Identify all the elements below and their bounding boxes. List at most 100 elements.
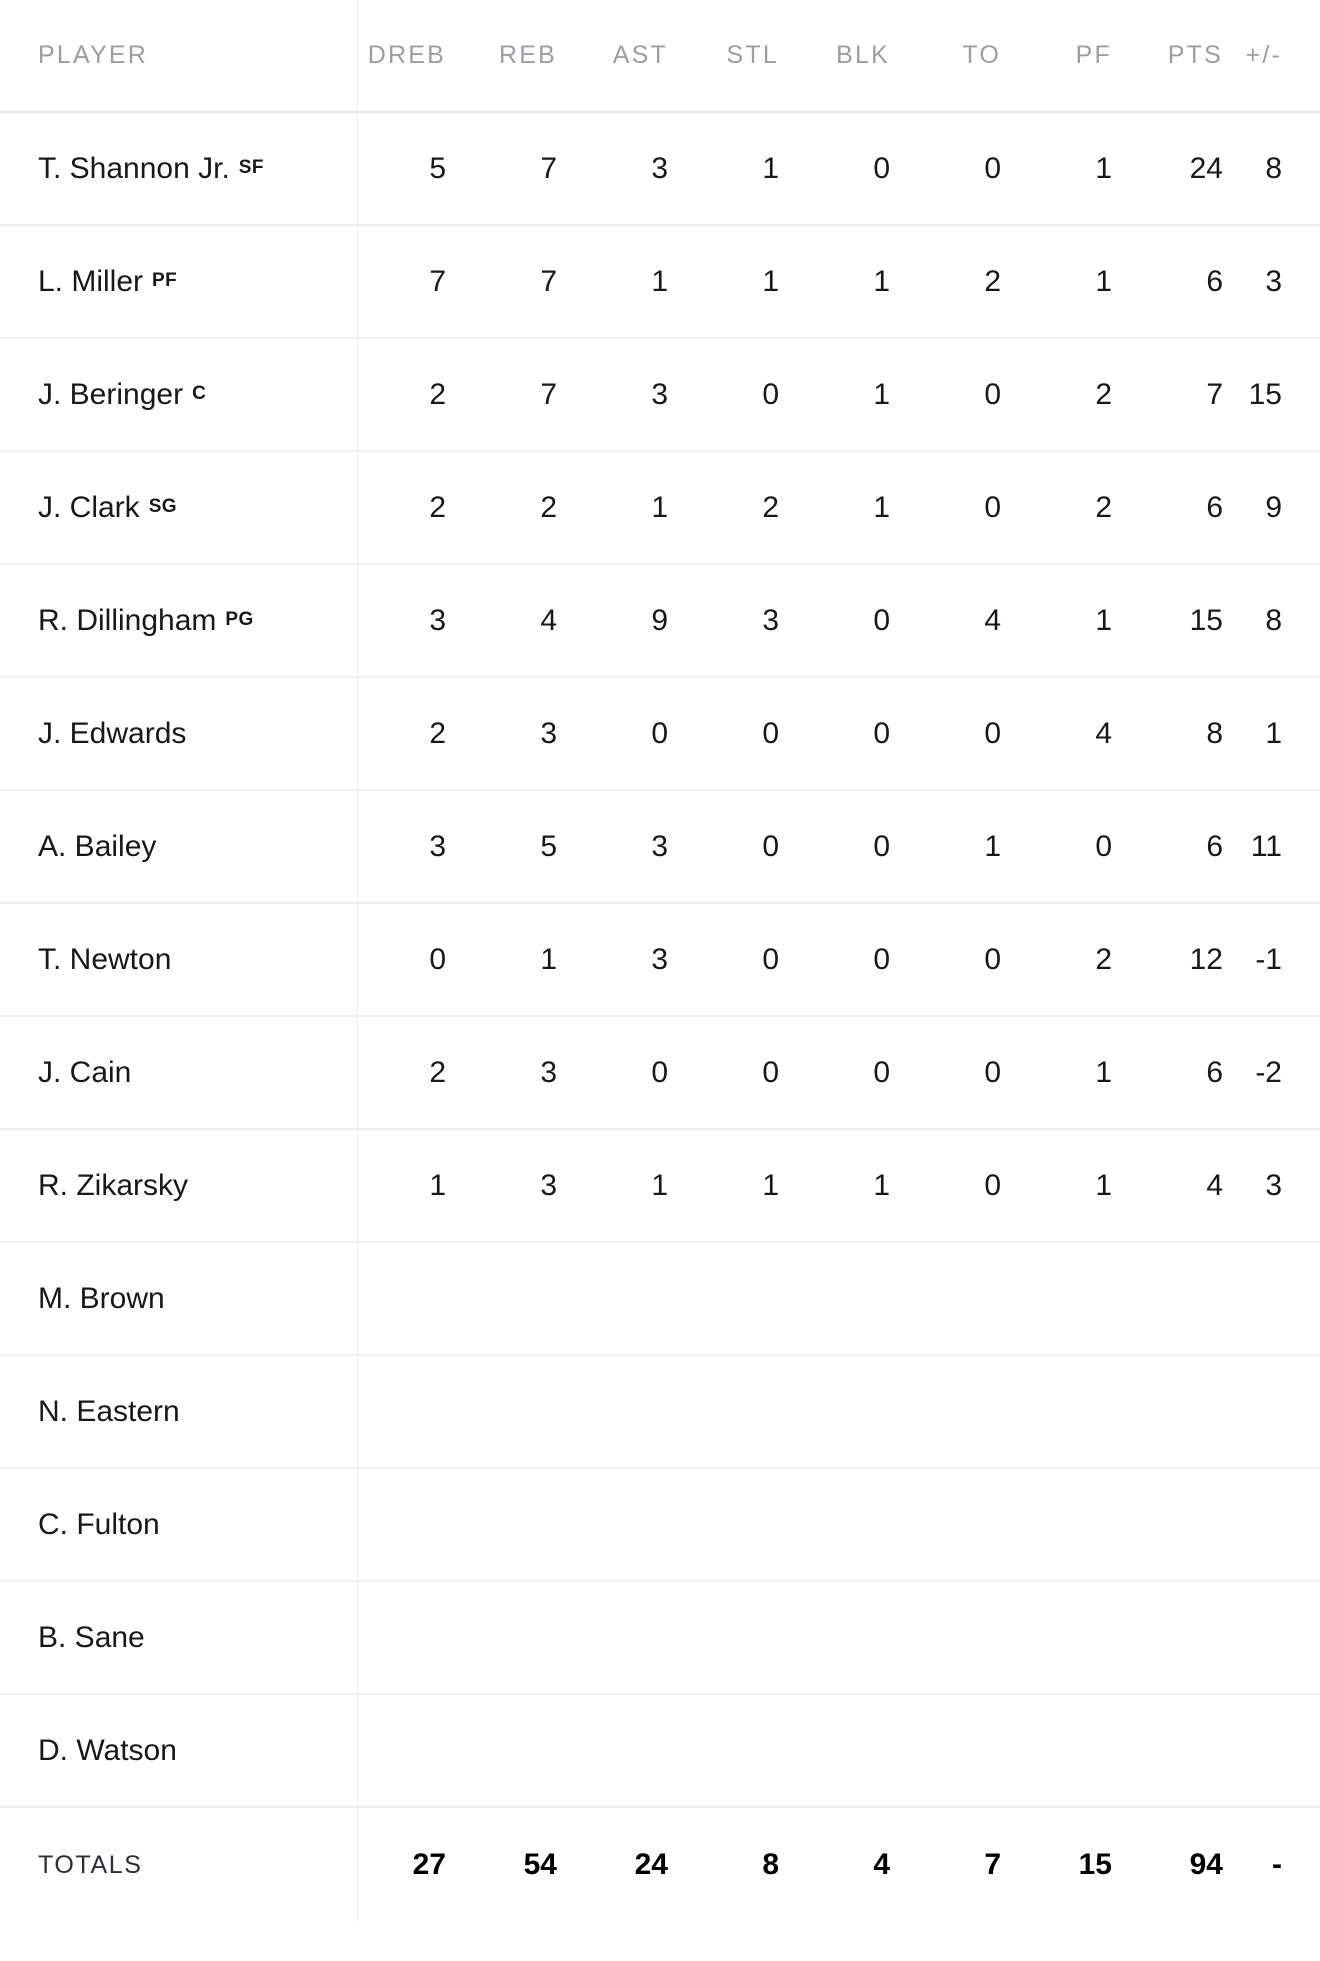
stat-pts-cell bbox=[1134, 1355, 1245, 1469]
stat-stl-cell: 0 bbox=[690, 903, 801, 1017]
stat-plusminus-cell bbox=[1245, 1468, 1320, 1582]
table-row[interactable]: M. Brown bbox=[0, 1242, 1320, 1356]
table-row[interactable]: J. Beringer C 2 7 3 0 1 0 2 7 15 bbox=[0, 338, 1320, 452]
stat-dreb-cell: 2 bbox=[357, 677, 468, 791]
totals-row[interactable]: TOTALS 27 54 24 8 4 7 15 94- bbox=[0, 1806, 1320, 1922]
column-header-to[interactable]: TO bbox=[912, 0, 1023, 113]
table-row[interactable]: J. Cain 2 3 0 0 0 0 1 6 -2 bbox=[0, 1016, 1320, 1130]
stat-stl-cell: 2 bbox=[690, 451, 801, 565]
stat-dreb-cell: 2 bbox=[357, 338, 468, 452]
stat-blk-cell bbox=[801, 1581, 912, 1695]
column-header-plusminus[interactable]: +/- bbox=[1245, 0, 1320, 113]
table-row[interactable]: C. Fulton bbox=[0, 1468, 1320, 1582]
table-row[interactable]: T. Newton 0 1 3 0 0 0 2 12 -1 bbox=[0, 903, 1320, 1017]
player-name-cell[interactable]: M. Brown bbox=[0, 1242, 358, 1356]
stat-to-cell: 0 bbox=[912, 338, 1023, 452]
player-name-cell[interactable]: A. Bailey bbox=[0, 790, 358, 904]
player-name-cell[interactable]: J. Edwards bbox=[0, 677, 358, 791]
stat-pf-cell bbox=[1023, 1355, 1134, 1469]
stat-pf-cell bbox=[1023, 1468, 1134, 1582]
totals-reb-cell: 54 bbox=[468, 1806, 579, 1922]
player-name: J. Beringer bbox=[38, 377, 184, 411]
stat-ast-cell bbox=[579, 1694, 690, 1808]
stat-blk-cell: 1 bbox=[801, 1129, 912, 1243]
stat-stl-cell: 1 bbox=[690, 225, 801, 339]
table-row[interactable]: R. Zikarsky 1 3 1 1 1 0 1 4 3 bbox=[0, 1129, 1320, 1243]
stat-stl-cell bbox=[690, 1581, 801, 1695]
column-header-blk[interactable]: BLK bbox=[801, 0, 912, 113]
column-header-pf[interactable]: PF bbox=[1023, 0, 1134, 113]
player-name-cell[interactable]: J. Beringer C bbox=[0, 338, 358, 452]
player-name-cell[interactable]: T. Newton bbox=[0, 903, 358, 1017]
stat-dreb-cell: 2 bbox=[357, 1016, 468, 1130]
stat-plusminus-cell: 15 bbox=[1245, 338, 1320, 452]
column-header-player[interactable]: PLAYER bbox=[0, 0, 358, 113]
stat-blk-cell: 0 bbox=[801, 790, 912, 904]
player-name: J. Clark bbox=[38, 490, 140, 524]
stat-to-cell: 0 bbox=[912, 1129, 1023, 1243]
stat-reb-cell bbox=[468, 1468, 579, 1582]
table-row[interactable]: N. Eastern bbox=[0, 1355, 1320, 1469]
stat-pts-cell: 15 bbox=[1134, 564, 1245, 678]
stat-pf-cell bbox=[1023, 1242, 1134, 1356]
column-header-dreb[interactable]: DREB bbox=[357, 0, 468, 113]
table-row[interactable]: D. Watson bbox=[0, 1694, 1320, 1808]
column-header-reb[interactable]: REB bbox=[468, 0, 579, 113]
stat-blk-cell bbox=[801, 1468, 912, 1582]
table-row[interactable]: T. Shannon Jr. SF 5 7 3 1 0 0 1 24 8 bbox=[0, 112, 1320, 226]
stat-ast-cell: 0 bbox=[579, 1016, 690, 1130]
player-name-cell[interactable]: R. Dillingham PG bbox=[0, 564, 358, 678]
player-name-cell[interactable]: T. Shannon Jr. SF bbox=[0, 112, 358, 226]
player-name-cell[interactable]: N. Eastern bbox=[0, 1355, 358, 1469]
player-name: D. Watson bbox=[38, 1733, 177, 1767]
stat-stl-cell bbox=[690, 1355, 801, 1469]
table-row[interactable]: L. Miller PF 7 7 1 1 1 2 1 6 3 bbox=[0, 225, 1320, 339]
stat-plusminus-cell: 11 bbox=[1245, 790, 1320, 904]
stat-pts-cell: 6 bbox=[1134, 1016, 1245, 1130]
stat-pf-cell: 1 bbox=[1023, 112, 1134, 226]
player-name-cell[interactable]: J. Cain bbox=[0, 1016, 358, 1130]
player-name: T. Shannon Jr. bbox=[38, 151, 230, 185]
column-header-ast[interactable]: AST bbox=[579, 0, 690, 113]
stat-stl-cell: 0 bbox=[690, 338, 801, 452]
stat-blk-cell: 0 bbox=[801, 564, 912, 678]
stat-pts-cell bbox=[1134, 1694, 1245, 1808]
stat-blk-cell bbox=[801, 1694, 912, 1808]
stat-ast-cell: 3 bbox=[579, 112, 690, 226]
stat-pf-cell: 1 bbox=[1023, 564, 1134, 678]
player-name: N. Eastern bbox=[38, 1394, 180, 1428]
table-row[interactable]: J. Edwards 2 3 0 0 0 0 4 8 1 bbox=[0, 677, 1320, 791]
column-header-stl[interactable]: STL bbox=[690, 0, 801, 113]
stat-stl-cell bbox=[690, 1242, 801, 1356]
stat-dreb-cell bbox=[357, 1242, 468, 1356]
player-name-cell[interactable]: L. Miller PF bbox=[0, 225, 358, 339]
table-row[interactable]: R. Dillingham PG 3 4 9 3 0 4 1 15 8 bbox=[0, 564, 1320, 678]
stat-pts-cell: 4 bbox=[1134, 1129, 1245, 1243]
totals-dreb-cell: 27 bbox=[357, 1806, 468, 1922]
stat-blk-cell bbox=[801, 1242, 912, 1356]
stat-pf-cell: 1 bbox=[1023, 225, 1134, 339]
table-row[interactable]: J. Clark SG 2 2 1 2 1 0 2 6 9 bbox=[0, 451, 1320, 565]
player-name-cell[interactable]: J. Clark SG bbox=[0, 451, 358, 565]
table-row[interactable]: B. Sane bbox=[0, 1581, 1320, 1695]
table-row[interactable]: A. Bailey 3 5 3 0 0 1 0 6 11 bbox=[0, 790, 1320, 904]
player-name: J. Edwards bbox=[38, 716, 187, 750]
column-header-pts[interactable]: PTS bbox=[1134, 0, 1245, 113]
player-name-cell[interactable]: D. Watson bbox=[0, 1694, 358, 1808]
stat-to-cell: 0 bbox=[912, 903, 1023, 1017]
stat-ast-cell bbox=[579, 1242, 690, 1356]
stat-plusminus-cell: -1 bbox=[1245, 903, 1320, 1017]
stat-plusminus-cell bbox=[1245, 1355, 1320, 1469]
stat-dreb-cell: 0 bbox=[357, 903, 468, 1017]
stat-pf-cell: 1 bbox=[1023, 1016, 1134, 1130]
stat-blk-cell: 0 bbox=[801, 1016, 912, 1130]
player-name-cell[interactable]: B. Sane bbox=[0, 1581, 358, 1695]
player-name-cell[interactable]: C. Fulton bbox=[0, 1468, 358, 1582]
stat-to-cell bbox=[912, 1242, 1023, 1356]
stat-blk-cell bbox=[801, 1355, 912, 1469]
player-name-cell[interactable]: R. Zikarsky bbox=[0, 1129, 358, 1243]
stat-ast-cell bbox=[579, 1355, 690, 1469]
stat-reb-cell: 1 bbox=[468, 903, 579, 1017]
totals-plusminus-cell: - bbox=[1245, 1806, 1320, 1922]
player-position-badge: C bbox=[192, 382, 207, 404]
